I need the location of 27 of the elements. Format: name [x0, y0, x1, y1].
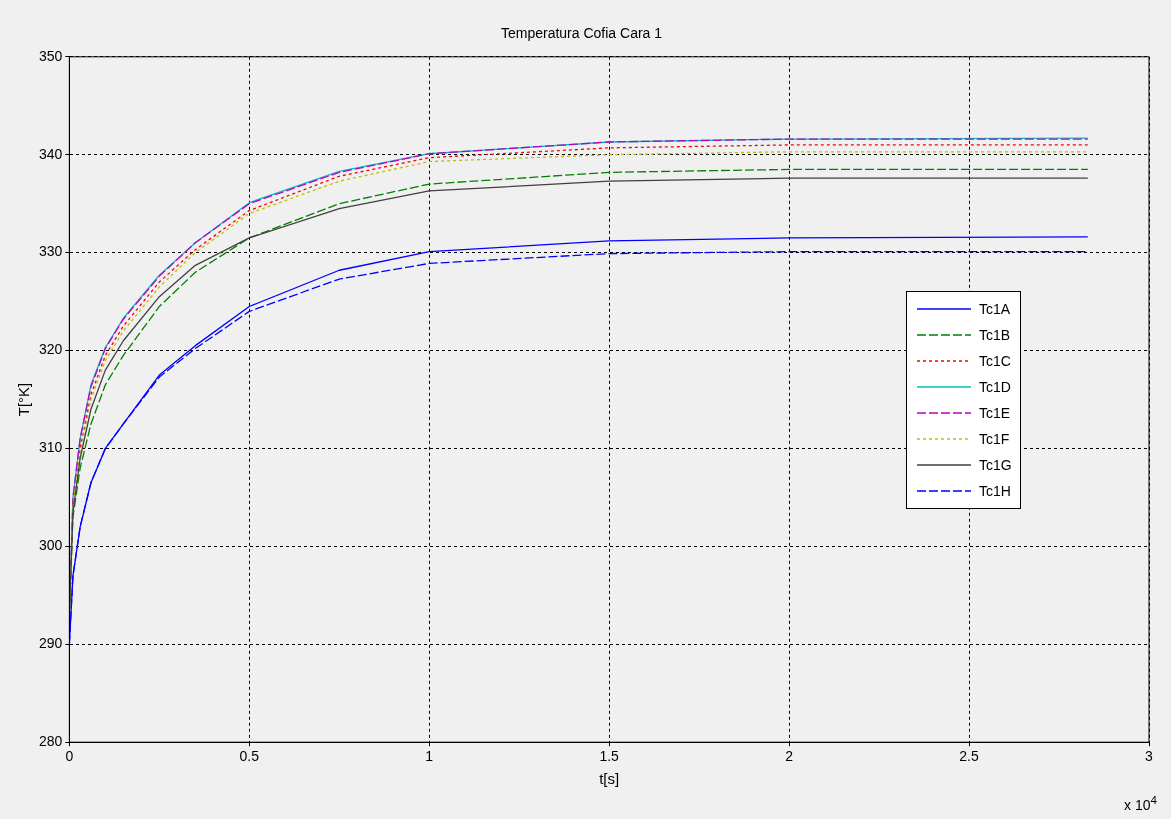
x-tick-label: 1.5	[599, 748, 620, 765]
x-tick-label: 2.5	[959, 748, 979, 765]
legend-label: Tc1H	[979, 482, 1011, 499]
legend-label: Tc1B	[979, 326, 1011, 343]
y-tick-label: 300	[39, 537, 63, 554]
x-axis-title: t[s]	[599, 770, 620, 788]
x-tick-label: 1	[425, 748, 434, 765]
x-tick-label: 0.5	[239, 748, 260, 765]
y-tick-label: 330	[39, 243, 63, 260]
x-tick-label: 3	[1145, 748, 1154, 765]
text: x 10$^{4}$	[1124, 793, 1157, 813]
y-axis-title: T[°K]	[15, 382, 33, 417]
legend-label: Tc1F	[979, 430, 1010, 447]
legend-label: Tc1C	[979, 352, 1011, 369]
legend-label: Tc1A	[979, 300, 1011, 317]
y-tick-label: 280	[39, 733, 63, 750]
y-tick-label: 350	[39, 47, 63, 64]
x-tick-label: 0	[65, 748, 74, 765]
y-tick-label: 310	[39, 439, 63, 456]
chart-title: Temperatura Cofia Cara 1	[500, 25, 663, 42]
legend-label: Tc1E	[979, 404, 1011, 421]
legend-label: Tc1G	[979, 456, 1012, 473]
legend-label: Tc1D	[979, 378, 1011, 395]
y-tick-label: 290	[39, 635, 63, 652]
y-tick-label: 320	[39, 341, 63, 358]
x-tick-label: 2	[785, 748, 794, 765]
y-tick-label: 340	[39, 145, 63, 162]
